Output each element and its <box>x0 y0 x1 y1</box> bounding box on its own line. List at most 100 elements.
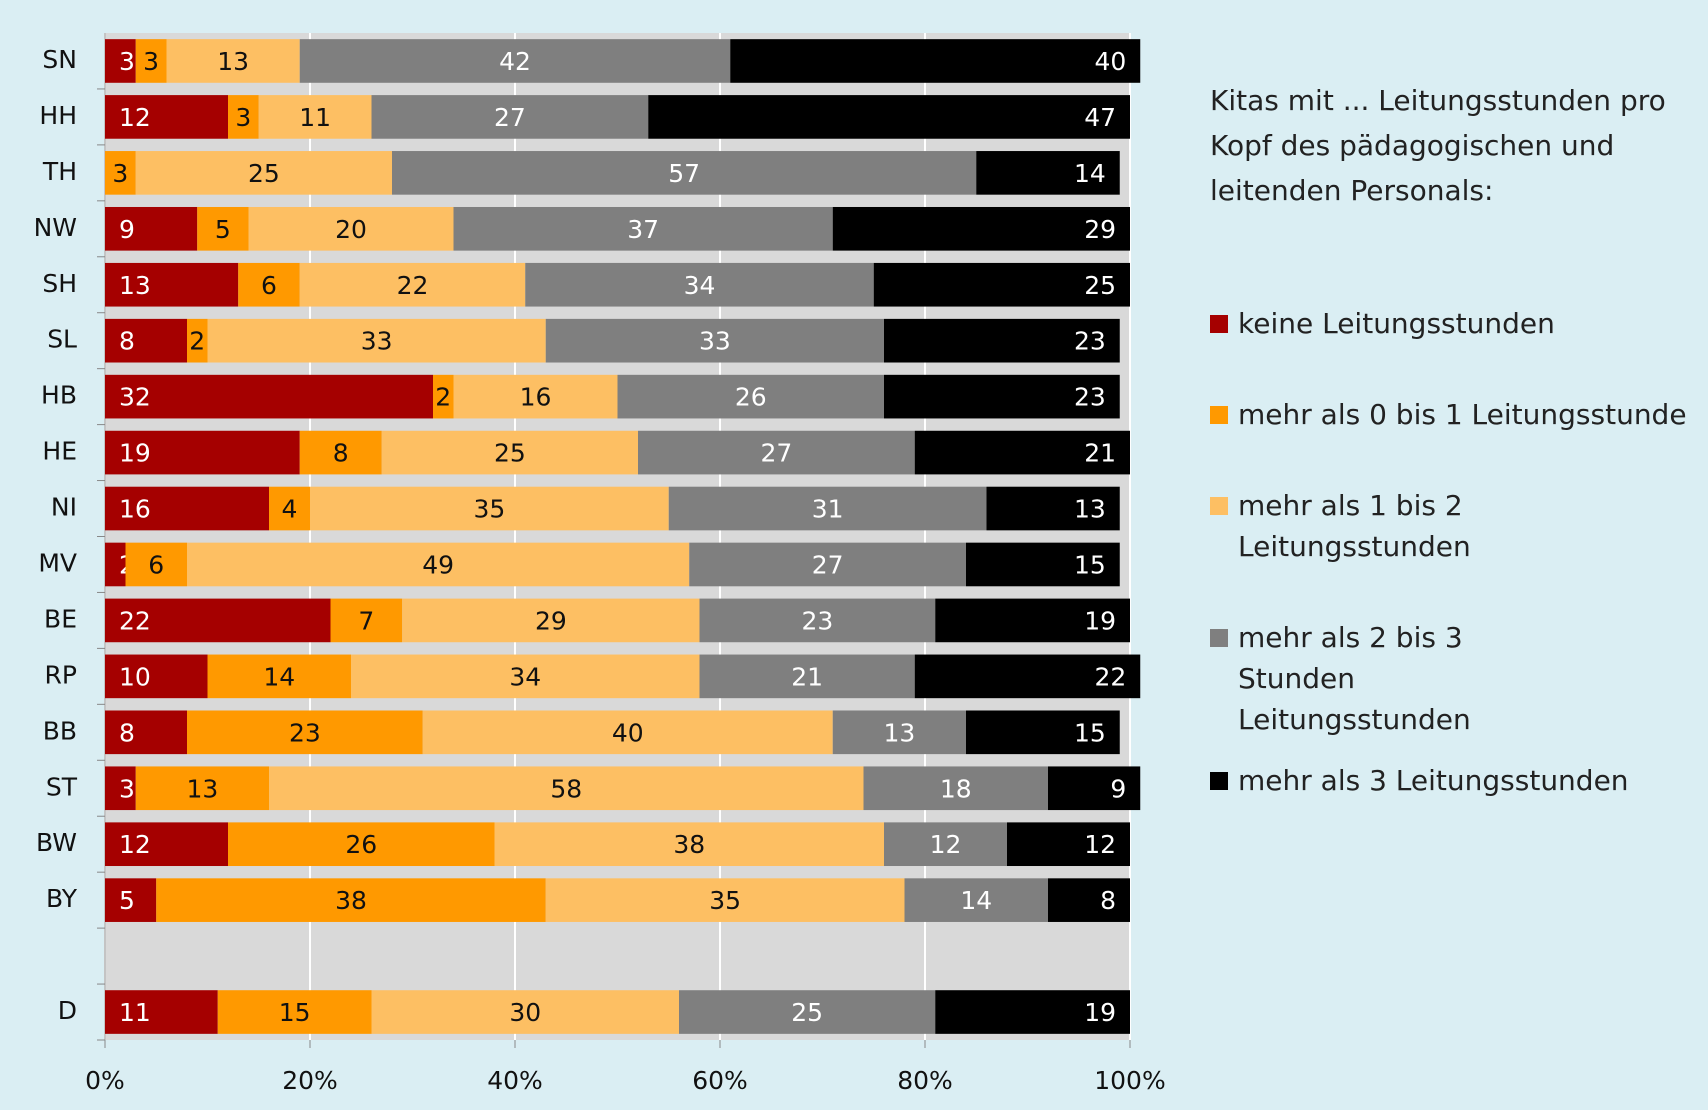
data-label: 14 <box>1074 159 1106 188</box>
bar-segment <box>166 39 300 83</box>
legend-swatch <box>1210 497 1228 515</box>
bar-segment <box>105 486 269 531</box>
data-label: 22 <box>397 271 429 300</box>
y-tick-label: NI <box>51 493 77 522</box>
bar-segment <box>105 374 433 419</box>
bar-segment <box>197 206 249 251</box>
bar-segment <box>238 262 300 307</box>
bar-segment <box>699 598 936 643</box>
bar-segment <box>966 542 1120 587</box>
bar-segment <box>986 486 1120 531</box>
data-label: 20 <box>335 215 367 244</box>
data-label: 35 <box>709 886 741 915</box>
legend-item: mehr als 0 bis 1 Leitungsstunde <box>1210 394 1690 435</box>
data-label: 15 <box>279 998 311 1027</box>
data-label: 11 <box>119 998 151 1027</box>
bar-segment <box>381 430 638 475</box>
bar-segment <box>422 710 833 755</box>
data-label: 23 <box>1074 383 1106 412</box>
bar-segment <box>228 95 259 139</box>
data-label: 11 <box>299 103 331 132</box>
data-label: 2 <box>435 383 451 412</box>
bar-segment <box>371 95 649 139</box>
data-label: 9 <box>119 215 135 244</box>
data-label: 12 <box>1084 830 1116 859</box>
bar-segment <box>351 654 700 699</box>
bar-segment <box>105 822 228 867</box>
data-label: 5 <box>119 886 135 915</box>
bar-segment <box>228 822 495 867</box>
bar-segment <box>679 990 936 1034</box>
bar-segment <box>105 710 187 755</box>
bar-segment <box>525 262 874 307</box>
legend-item: mehr als 2 bis 3 Stunden Leitungsstunden <box>1210 617 1690 740</box>
data-label: 34 <box>684 271 716 300</box>
bar-segment <box>545 318 884 363</box>
data-label: 13 <box>119 271 151 300</box>
x-tick-label: 20% <box>282 1066 338 1095</box>
data-label: 14 <box>960 886 992 915</box>
data-label: 47 <box>1084 103 1116 132</box>
data-label: 6 <box>261 271 277 300</box>
bar-segment <box>914 654 1141 699</box>
bar-segment <box>976 151 1120 195</box>
bar-segment <box>187 318 208 363</box>
bar-segment <box>248 206 454 251</box>
data-label: 25 <box>494 439 526 468</box>
bar-segment <box>187 542 690 587</box>
bar-segment <box>935 598 1130 643</box>
bar-segment <box>884 822 1007 867</box>
bar-segment <box>863 766 1048 811</box>
legend-item: mehr als 1 bis 2 Leitungsstunden <box>1210 485 1690 567</box>
bar-segment <box>105 598 331 643</box>
data-label: 10 <box>119 662 151 691</box>
bar-segment <box>125 542 187 587</box>
bar-segment <box>207 654 351 699</box>
data-label: 57 <box>668 159 700 188</box>
y-tick-label: BE <box>44 604 77 633</box>
legend-label: mehr als 0 bis 1 Leitungsstunde <box>1238 398 1687 431</box>
data-label: 19 <box>119 439 151 468</box>
bar-segment <box>105 39 136 83</box>
bar-segment <box>105 206 198 251</box>
bar-segment <box>299 39 731 83</box>
data-label: 13 <box>217 47 249 76</box>
bar-segment <box>935 990 1130 1034</box>
y-tick-label: NW <box>34 213 77 242</box>
data-label: 12 <box>119 103 151 132</box>
data-label: 34 <box>509 662 541 691</box>
bar-segment <box>207 318 546 363</box>
data-label: 33 <box>699 327 731 356</box>
data-label: 13 <box>1074 495 1106 524</box>
y-tick-label: SN <box>42 45 77 74</box>
y-tick-label: RP <box>45 660 77 689</box>
data-label: 5 <box>215 215 231 244</box>
bar-segment <box>730 39 1141 83</box>
y-tick-label: BB <box>43 716 77 745</box>
bar-segment <box>873 262 1130 307</box>
y-tick-label: BW <box>36 828 77 857</box>
x-tick-label: 40% <box>487 1066 543 1095</box>
legend-title: Kitas mit ... Leitungsstunden pro Kopf d… <box>1210 84 1666 207</box>
data-label: 13 <box>883 718 915 747</box>
bar-segment <box>105 654 208 699</box>
bar-segment <box>105 766 136 811</box>
bar-segment <box>1048 766 1141 811</box>
bar-segment <box>433 374 454 419</box>
y-tick-label: SL <box>47 325 77 354</box>
data-label: 8 <box>119 718 135 747</box>
bar-segment <box>105 262 239 307</box>
data-label: 40 <box>612 718 644 747</box>
data-label: 12 <box>930 830 962 859</box>
bar-segment <box>299 262 526 307</box>
data-label: 3 <box>235 103 251 132</box>
bar-segment <box>135 39 167 83</box>
legend-swatch <box>1210 406 1228 424</box>
y-tick-label: HH <box>39 101 77 130</box>
data-label: 25 <box>248 159 280 188</box>
bar-segment <box>1007 822 1130 867</box>
data-label: 35 <box>473 495 505 524</box>
data-label: 29 <box>535 606 567 635</box>
data-label: 23 <box>801 606 833 635</box>
